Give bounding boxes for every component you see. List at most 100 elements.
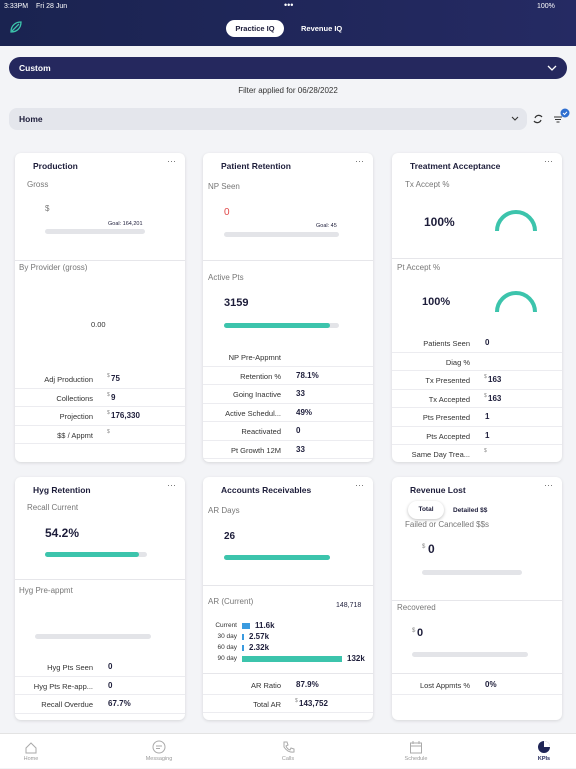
- metric-label: Tx Accept %: [405, 180, 450, 189]
- date-range-select[interactable]: Custom: [9, 57, 567, 79]
- card-title: Accounts Receivables: [221, 485, 312, 495]
- progress-fill: [45, 552, 139, 557]
- section-value: 0: [417, 627, 424, 639]
- kpi-row: Hyg Pts Re-app... 0: [15, 677, 185, 695]
- divider: [392, 673, 562, 674]
- row-label: Same Day Trea...: [411, 450, 470, 459]
- progress-bar: [412, 652, 528, 657]
- aging-label: 90 day: [217, 655, 237, 662]
- divider: [15, 260, 185, 261]
- metric-value: 0: [224, 207, 230, 218]
- kpi-row: Tx Accepted $163: [392, 390, 562, 408]
- tab-revenue-iq[interactable]: Revenue IQ: [301, 24, 343, 33]
- goal: Goal: 164,201: [108, 221, 143, 227]
- hyg-retention-card[interactable]: Hyg Retention ··· Recall Current 54.2% Hy…: [15, 477, 185, 720]
- toggle-total[interactable]: Total: [408, 501, 444, 519]
- nav-item[interactable]: Messaging: [129, 734, 189, 769]
- progress-bar: [35, 634, 151, 639]
- tab-practice-iq[interactable]: Practice IQ: [226, 20, 284, 37]
- row-label: Total AR: [253, 699, 281, 709]
- row-value: 9: [111, 392, 116, 402]
- aging-value: 2.57k: [249, 632, 270, 641]
- aging-label: Current: [215, 622, 237, 629]
- revenue-lost-card[interactable]: Revenue Lost ··· Total Detailed $$ Failed…: [392, 477, 562, 720]
- metric-value: 54.2%: [45, 526, 80, 540]
- gauge: [495, 210, 537, 232]
- divider: [392, 258, 562, 259]
- row-label: Pt Growth 12M: [230, 445, 281, 455]
- location-select[interactable]: Home: [9, 108, 527, 130]
- kpi-row: Adj Production $75: [15, 370, 185, 389]
- menu[interactable]: ···: [544, 156, 553, 166]
- row-value: 87.9%: [296, 680, 319, 689]
- row-label: NP Pre-Appmnt: [228, 353, 281, 362]
- row-value: 33: [296, 389, 305, 398]
- row-label: Hyg Pts Seen: [47, 663, 93, 672]
- row-value: 1: [485, 412, 490, 421]
- menu[interactable]: ···: [355, 156, 364, 166]
- row-value: 143,752: [299, 698, 328, 708]
- row-label: Diag %: [445, 357, 470, 367]
- section-label: AR (Current): [208, 597, 254, 606]
- menu[interactable]: ···: [167, 480, 176, 490]
- nav-item[interactable]: Home: [1, 734, 61, 769]
- menu[interactable]: ···: [544, 480, 553, 490]
- menu[interactable]: ···: [167, 156, 176, 166]
- toggle-detailed[interactable]: Detailed $$: [453, 507, 488, 514]
- section-value: 3159: [224, 297, 249, 309]
- divider: [203, 260, 373, 261]
- aging-bar: [242, 623, 250, 629]
- kpi-row: NP Pre-Appmnt: [203, 348, 373, 367]
- row-label: Lost Appmts %: [419, 681, 470, 690]
- row-value: 163: [488, 393, 502, 403]
- row-value: 163: [488, 375, 502, 384]
- section-label: Hyg Pre-appmt: [19, 586, 73, 595]
- row-label: Active Schedul...: [225, 408, 281, 418]
- aging-bar: [242, 634, 244, 640]
- row-currency: $: [484, 392, 487, 399]
- row-currency: $: [107, 391, 110, 398]
- date: Fri 28 Jun: [36, 3, 68, 10]
- accounts-receivables-card[interactable]: Accounts Receivables ··· AR Days 26 AR (C…: [203, 477, 373, 720]
- treatment-acceptance-card[interactable]: Treatment Acceptance ··· Tx Accept % 100%…: [392, 153, 562, 462]
- nav-icon: [25, 742, 37, 754]
- row-value: 75: [111, 374, 120, 383]
- location: Home: [19, 114, 43, 124]
- metric-label: AR Days: [208, 506, 240, 515]
- production-card[interactable]: Production ··· Gross $ Goal: 164,201 By P…: [15, 153, 185, 462]
- nav-item[interactable]: Calls: [258, 734, 318, 769]
- row-label: Pts Presented: [422, 413, 470, 422]
- metric-label: Gross: [27, 180, 49, 189]
- progress-bar: [45, 229, 145, 234]
- aging-value: 11.6k: [255, 621, 275, 630]
- nav-item[interactable]: KPIs: [514, 734, 574, 769]
- refresh-icon[interactable]: [532, 113, 544, 125]
- section-value: 0.00: [91, 320, 106, 329]
- aging-value: 2.32k: [249, 643, 270, 652]
- metric-label: NP Seen: [208, 182, 240, 191]
- metric-value: 0: [428, 542, 435, 556]
- nav-label: KPIs: [537, 756, 551, 762]
- dots: •••: [284, 0, 294, 10]
- kpi-row: Pts Presented 1: [392, 408, 562, 427]
- row-currency: $: [484, 448, 487, 454]
- menu[interactable]: ···: [355, 480, 364, 490]
- filter-icon[interactable]: [552, 107, 572, 125]
- date-range: Custom: [19, 63, 51, 73]
- patient-retention-card[interactable]: Patient Retention ··· NP Seen 0 Goal: 45 …: [203, 153, 373, 462]
- progress-bar: [422, 570, 522, 575]
- row-label: Reactivated: [241, 427, 281, 436]
- currency: $: [422, 544, 426, 550]
- kpi-row: Retention % 78.1%: [203, 367, 373, 385]
- aging-label: 30 day: [217, 633, 237, 640]
- metric-value: 26: [224, 531, 236, 542]
- progress-fill: [224, 555, 330, 560]
- row-label: Tx Accepted: [428, 394, 470, 404]
- row-value: 0%: [485, 680, 497, 689]
- divider: [392, 600, 562, 601]
- kpi-row: Pt Growth 12M 33: [203, 441, 373, 459]
- kpi-row: Reactivated 0: [203, 422, 373, 441]
- header: 3:33PM Fri 28 Jun ••• 100% Practice IQ R…: [0, 0, 576, 46]
- row-value: 0: [108, 662, 113, 671]
- nav-item[interactable]: Schedule: [386, 734, 446, 769]
